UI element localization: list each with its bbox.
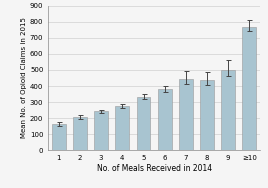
Bar xyxy=(243,27,256,150)
Bar xyxy=(221,70,235,150)
X-axis label: No. of Meals Received in 2014: No. of Meals Received in 2014 xyxy=(96,164,212,173)
Bar xyxy=(179,79,193,150)
Bar xyxy=(94,111,108,150)
Bar xyxy=(158,89,172,150)
Bar xyxy=(52,124,66,150)
Bar xyxy=(200,80,214,150)
Bar xyxy=(73,117,87,150)
Bar xyxy=(116,106,129,150)
Bar xyxy=(137,97,150,150)
Y-axis label: Mean No. of Opioid Claims in 2015: Mean No. of Opioid Claims in 2015 xyxy=(21,18,27,138)
